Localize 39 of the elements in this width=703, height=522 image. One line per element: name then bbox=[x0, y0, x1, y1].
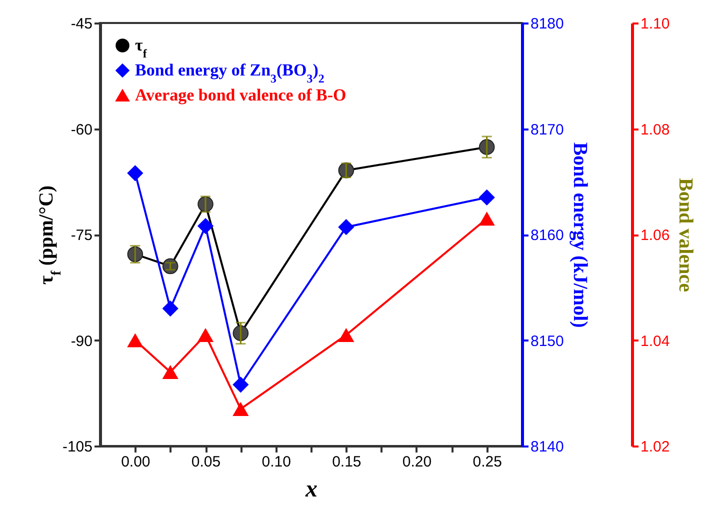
point bbox=[127, 333, 144, 348]
y3-tick-label: 1.10 bbox=[640, 16, 670, 32]
y3-tick-label: 1.02 bbox=[640, 438, 670, 456]
legend-label: Average bond valence of B-O bbox=[135, 86, 346, 104]
y2-tick-label: 8170 bbox=[530, 121, 564, 138]
y3-axis-title: Bond valence bbox=[674, 178, 697, 292]
x-tick-label: 0.20 bbox=[402, 454, 432, 470]
x-tick-label: 0.10 bbox=[262, 454, 291, 470]
point bbox=[162, 364, 178, 379]
point bbox=[338, 328, 354, 342]
point bbox=[232, 376, 249, 393]
y3-tick-label: 1.08 bbox=[640, 121, 670, 138]
y2-tick-label: 8140 bbox=[530, 438, 564, 456]
x-tick-label: 0.15 bbox=[332, 454, 362, 470]
point bbox=[478, 212, 495, 226]
point bbox=[127, 165, 144, 182]
point bbox=[338, 219, 354, 236]
point bbox=[162, 300, 178, 317]
point bbox=[478, 189, 495, 206]
y2-axis-title: Bond energy (kJ/mol) bbox=[568, 142, 591, 328]
y2-tick-label: 8150 bbox=[530, 332, 564, 350]
x-tick-label: 0.00 bbox=[121, 454, 150, 470]
x-tick-label: 0.25 bbox=[472, 454, 502, 470]
y-tick-label: -60 bbox=[70, 121, 92, 138]
point bbox=[197, 218, 214, 234]
point bbox=[197, 328, 214, 342]
x-tick-label: 0.05 bbox=[191, 454, 221, 470]
y-tick-label: -45 bbox=[70, 16, 92, 32]
y-tick-label: -90 bbox=[70, 332, 92, 350]
legend-label: Bond energy of Zn$_{3}$(BO$_{3}$)$_{2}$ bbox=[135, 60, 324, 86]
y-tick-label: -105 bbox=[62, 438, 92, 456]
y2-tick-label: 8180 bbox=[530, 16, 564, 32]
y2-tick-label: 8160 bbox=[530, 227, 564, 244]
y-tick-label: -75 bbox=[70, 227, 92, 244]
point bbox=[232, 402, 249, 416]
y3-tick-label: 1.06 bbox=[640, 227, 670, 244]
legend-label: τ$_{f}$ bbox=[135, 36, 148, 60]
y3-tick-label: 1.04 bbox=[640, 332, 670, 350]
x-axis-title: x bbox=[304, 476, 318, 502]
